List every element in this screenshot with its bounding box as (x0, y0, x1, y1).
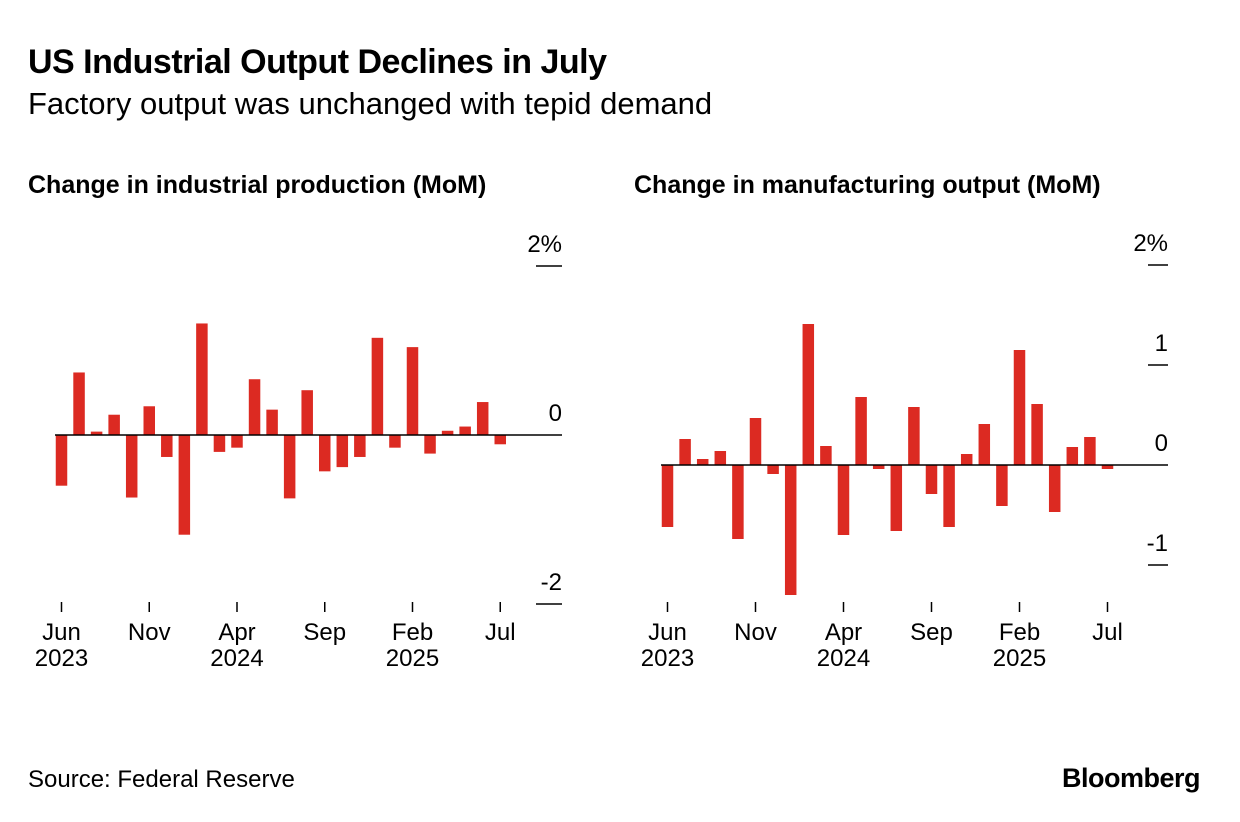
x-tick-year-label: 2024 (210, 645, 263, 672)
manufacturing-output-chart: Change in manufacturing output (MoM) 2% 1… (634, 171, 1168, 672)
bar-dec-2024 (978, 424, 991, 465)
bar-jun-2025 (476, 402, 489, 435)
y-tick-label: 2% (527, 231, 562, 258)
bar-feb-2025 (406, 347, 419, 435)
bar-jul-2023 (73, 372, 85, 435)
source-note: Source: Federal Reserve (28, 766, 295, 793)
bar-mar-2024 (820, 446, 832, 465)
x-tick-label: Jul (485, 619, 516, 646)
y-tick-label: -2 (541, 569, 562, 596)
x-tick-label: Apr (218, 619, 255, 646)
bar-nov-2023 (749, 418, 762, 465)
headline: US Industrial Output Declines in July (28, 43, 607, 81)
bar-sep-2024 (925, 465, 938, 494)
bar-sep-2023 (108, 414, 120, 435)
bar-nov-2024 (960, 454, 973, 465)
bar-jul-2024 (283, 435, 296, 499)
x-tick-label: Sep (910, 619, 953, 646)
bar-jul-2025 (494, 435, 506, 445)
bar-jan-2025 (389, 435, 401, 448)
bar-dec-2023 (767, 465, 779, 474)
subheadline: Factory output was unchanged with tepid … (28, 86, 713, 121)
y-tick-label: 1 (1155, 330, 1168, 357)
bar-jun-2024 (872, 465, 885, 469)
bar-aug-2024 (301, 390, 313, 435)
bar-jun-2024 (266, 409, 278, 435)
bar-jul-2024 (890, 465, 903, 531)
bar-feb-2025 (1013, 350, 1026, 465)
x-tick-label: Sep (303, 619, 346, 646)
bar-oct-2023 (125, 435, 138, 498)
bar-jun-2025 (1084, 437, 1096, 465)
x-tick-year-label: 2023 (35, 645, 88, 672)
bar-apr-2025 (441, 430, 454, 435)
bar-dec-2024 (371, 337, 384, 435)
bar-nov-2024 (354, 435, 366, 457)
bars-group (661, 324, 1114, 595)
bar-may-2024 (855, 397, 867, 465)
industrial-production-chart: Change in industrial production (MoM) 2%… (28, 171, 562, 672)
bar-apr-2025 (1048, 465, 1061, 512)
bar-oct-2024 (336, 435, 349, 468)
bar-jun-2023 (661, 465, 674, 527)
bar-feb-2024 (196, 323, 208, 435)
chart-title: Change in manufacturing output (MoM) (634, 171, 1101, 199)
y-tick-label: 0 (549, 400, 562, 427)
x-tick-year-label: 2023 (641, 645, 694, 672)
bar-may-2025 (1066, 447, 1079, 465)
bar-jan-2024 (178, 435, 191, 535)
x-tick-label: Apr (825, 619, 862, 646)
x-tick-year-label: 2025 (386, 645, 439, 672)
bar-aug-2023 (90, 431, 103, 435)
bars-group (55, 323, 506, 535)
y-tick-label: -1 (1147, 530, 1168, 557)
x-tick-year-label: 2024 (817, 645, 870, 672)
bar-apr-2024 (231, 435, 243, 448)
bar-jul-2023 (679, 439, 691, 465)
x-tick-year-label: 2025 (993, 645, 1046, 672)
bar-mar-2025 (1031, 404, 1043, 465)
bar-apr-2024 (837, 465, 850, 535)
x-tick-label: Feb (392, 619, 433, 646)
bar-dec-2023 (161, 435, 173, 457)
x-tick-label: Nov (734, 619, 777, 646)
y-tick-label: 2% (1133, 230, 1168, 257)
bar-mar-2025 (424, 435, 436, 454)
bar-nov-2023 (143, 406, 155, 435)
bar-jun-2023 (55, 435, 68, 486)
bar-jul-2025 (1101, 465, 1114, 469)
x-tick-label: Jun (42, 619, 81, 646)
bar-feb-2024 (802, 324, 815, 465)
bar-jan-2025 (996, 465, 1008, 506)
x-tick-label: Jul (1092, 619, 1123, 646)
bar-sep-2024 (319, 435, 331, 472)
bar-aug-2024 (908, 407, 920, 465)
bar-jan-2024 (784, 465, 797, 595)
bloomberg-logo: Bloomberg (1061, 763, 1201, 793)
x-tick-label: Nov (128, 619, 171, 646)
bar-oct-2023 (732, 465, 744, 539)
chart-title: Change in industrial production (MoM) (28, 171, 486, 199)
x-tick-label: Feb (999, 619, 1040, 646)
bar-oct-2024 (943, 465, 955, 527)
bar-sep-2023 (714, 451, 727, 465)
bar-may-2024 (248, 379, 261, 435)
bar-aug-2023 (696, 459, 709, 465)
bar-mar-2024 (213, 435, 226, 452)
bar-may-2025 (459, 426, 471, 435)
y-tick-label: 0 (1155, 430, 1168, 457)
x-tick-label: Jun (648, 619, 687, 646)
